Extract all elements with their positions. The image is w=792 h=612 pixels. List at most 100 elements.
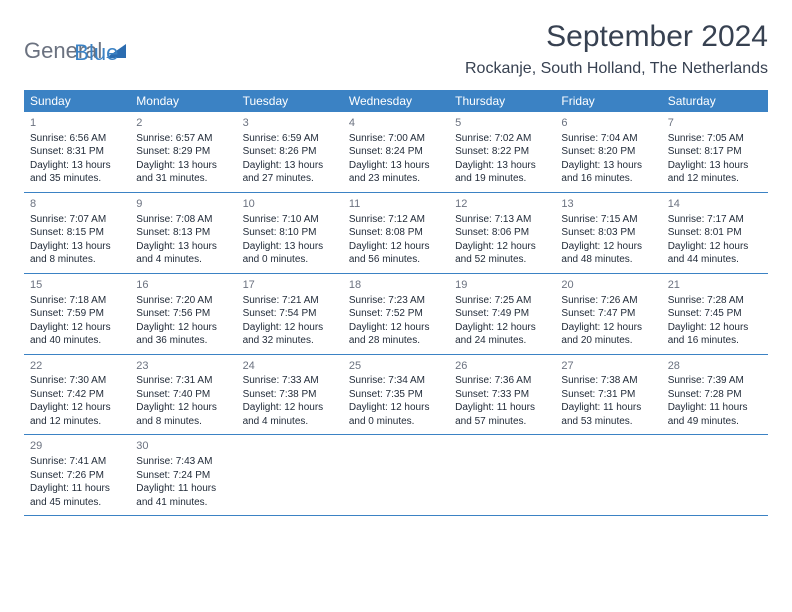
day-number: 30 (136, 439, 230, 454)
day-cell: 20Sunrise: 7:26 AMSunset: 7:47 PMDayligh… (555, 274, 661, 354)
sunrise-line: Sunrise: 6:56 AM (30, 132, 124, 146)
day-cell: 30Sunrise: 7:43 AMSunset: 7:24 PMDayligh… (130, 435, 236, 515)
day-number: 9 (136, 197, 230, 212)
day-cell: 7Sunrise: 7:05 AMSunset: 8:17 PMDaylight… (662, 112, 768, 192)
daylight-line: Daylight: 11 hours and 41 minutes. (136, 482, 230, 509)
weekday-header: Saturday (662, 90, 768, 112)
daylight-line: Daylight: 13 hours and 8 minutes. (30, 240, 124, 267)
sunset-line: Sunset: 7:28 PM (668, 388, 762, 402)
day-number: 19 (455, 278, 549, 293)
sunrise-line: Sunrise: 7:05 AM (668, 132, 762, 146)
sunrise-line: Sunrise: 7:31 AM (136, 374, 230, 388)
sunrise-line: Sunrise: 7:39 AM (668, 374, 762, 388)
sunset-line: Sunset: 8:08 PM (349, 226, 443, 240)
day-cell: 29Sunrise: 7:41 AMSunset: 7:26 PMDayligh… (24, 435, 130, 515)
daylight-line: Daylight: 12 hours and 20 minutes. (561, 321, 655, 348)
sunrise-line: Sunrise: 7:34 AM (349, 374, 443, 388)
sunset-line: Sunset: 8:29 PM (136, 145, 230, 159)
daylight-line: Daylight: 12 hours and 24 minutes. (455, 321, 549, 348)
day-cell: 11Sunrise: 7:12 AMSunset: 8:08 PMDayligh… (343, 193, 449, 273)
sunrise-line: Sunrise: 7:07 AM (30, 213, 124, 227)
day-number: 21 (668, 278, 762, 293)
day-number: 8 (30, 197, 124, 212)
day-number: 17 (243, 278, 337, 293)
sunrise-line: Sunrise: 6:57 AM (136, 132, 230, 146)
sunset-line: Sunset: 7:45 PM (668, 307, 762, 321)
daylight-line: Daylight: 13 hours and 19 minutes. (455, 159, 549, 186)
sunset-line: Sunset: 7:26 PM (30, 469, 124, 483)
day-cell: 22Sunrise: 7:30 AMSunset: 7:42 PMDayligh… (24, 355, 130, 435)
daylight-line: Daylight: 12 hours and 40 minutes. (30, 321, 124, 348)
daylight-line: Daylight: 12 hours and 32 minutes. (243, 321, 337, 348)
day-number: 12 (455, 197, 549, 212)
daylight-line: Daylight: 12 hours and 52 minutes. (455, 240, 549, 267)
sunset-line: Sunset: 7:49 PM (455, 307, 549, 321)
daylight-line: Daylight: 12 hours and 48 minutes. (561, 240, 655, 267)
sunrise-line: Sunrise: 7:20 AM (136, 294, 230, 308)
sunrise-line: Sunrise: 7:23 AM (349, 294, 443, 308)
sunset-line: Sunset: 7:54 PM (243, 307, 337, 321)
daylight-line: Daylight: 12 hours and 0 minutes. (349, 401, 443, 428)
weekday-header: Wednesday (343, 90, 449, 112)
sunset-line: Sunset: 8:13 PM (136, 226, 230, 240)
sunrise-line: Sunrise: 6:59 AM (243, 132, 337, 146)
day-cell: 25Sunrise: 7:34 AMSunset: 7:35 PMDayligh… (343, 355, 449, 435)
day-number: 28 (668, 359, 762, 374)
daylight-line: Daylight: 13 hours and 0 minutes. (243, 240, 337, 267)
sunset-line: Sunset: 8:24 PM (349, 145, 443, 159)
sunset-line: Sunset: 7:38 PM (243, 388, 337, 402)
day-cell: 12Sunrise: 7:13 AMSunset: 8:06 PMDayligh… (449, 193, 555, 273)
day-cell: 4Sunrise: 7:00 AMSunset: 8:24 PMDaylight… (343, 112, 449, 192)
sunset-line: Sunset: 7:33 PM (455, 388, 549, 402)
logo-text-blue: Blue (74, 40, 118, 66)
day-number: 2 (136, 116, 230, 131)
week-row: 15Sunrise: 7:18 AMSunset: 7:59 PMDayligh… (24, 274, 768, 355)
sunset-line: Sunset: 8:17 PM (668, 145, 762, 159)
day-cell: 28Sunrise: 7:39 AMSunset: 7:28 PMDayligh… (662, 355, 768, 435)
day-cell (237, 435, 343, 515)
day-number: 4 (349, 116, 443, 131)
daylight-line: Daylight: 13 hours and 4 minutes. (136, 240, 230, 267)
weekday-header: Sunday (24, 90, 130, 112)
sunset-line: Sunset: 8:03 PM (561, 226, 655, 240)
header: General Blue September 2024 Rockanje, So… (24, 20, 768, 78)
weekday-header: Thursday (449, 90, 555, 112)
week-row: 29Sunrise: 7:41 AMSunset: 7:26 PM Dayligh… (24, 435, 768, 516)
sunset-line: Sunset: 8:26 PM (243, 145, 337, 159)
sunrise-line: Sunrise: 7:25 AM (455, 294, 549, 308)
daylight-line: Daylight: 13 hours and 31 minutes. (136, 159, 230, 186)
day-cell: 14Sunrise: 7:17 AMSunset: 8:01 PMDayligh… (662, 193, 768, 273)
sunrise-line: Sunrise: 7:38 AM (561, 374, 655, 388)
day-cell: 6Sunrise: 7:04 AMSunset: 8:20 PMDaylight… (555, 112, 661, 192)
day-number: 24 (243, 359, 337, 374)
day-cell: 9Sunrise: 7:08 AMSunset: 8:13 PMDaylight… (130, 193, 236, 273)
sunset-line: Sunset: 7:47 PM (561, 307, 655, 321)
day-number: 29 (30, 439, 124, 454)
sunrise-line: Sunrise: 7:41 AM (30, 455, 124, 469)
sunrise-line: Sunrise: 7:21 AM (243, 294, 337, 308)
logo: General Blue (24, 20, 118, 64)
day-cell (449, 435, 555, 515)
sunset-line: Sunset: 8:10 PM (243, 226, 337, 240)
daylight-line: Daylight: 13 hours and 12 minutes. (668, 159, 762, 186)
day-number: 20 (561, 278, 655, 293)
sunset-line: Sunset: 8:15 PM (30, 226, 124, 240)
day-number: 26 (455, 359, 549, 374)
daylight-line: Daylight: 12 hours and 8 minutes. (136, 401, 230, 428)
sunset-line: Sunset: 8:01 PM (668, 226, 762, 240)
location: Rockanje, South Holland, The Netherlands (465, 60, 768, 78)
day-number: 18 (349, 278, 443, 293)
daylight-line: Daylight: 12 hours and 12 minutes. (30, 401, 124, 428)
sunset-line: Sunset: 7:40 PM (136, 388, 230, 402)
sunset-line: Sunset: 7:31 PM (561, 388, 655, 402)
day-cell: 15Sunrise: 7:18 AMSunset: 7:59 PMDayligh… (24, 274, 130, 354)
day-number: 3 (243, 116, 337, 131)
sunset-line: Sunset: 7:59 PM (30, 307, 124, 321)
day-number: 7 (668, 116, 762, 131)
day-cell: 19Sunrise: 7:25 AMSunset: 7:49 PMDayligh… (449, 274, 555, 354)
weekday-header: Monday (130, 90, 236, 112)
day-number: 16 (136, 278, 230, 293)
day-cell: 18Sunrise: 7:23 AMSunset: 7:52 PMDayligh… (343, 274, 449, 354)
day-cell (343, 435, 449, 515)
sunrise-line: Sunrise: 7:13 AM (455, 213, 549, 227)
